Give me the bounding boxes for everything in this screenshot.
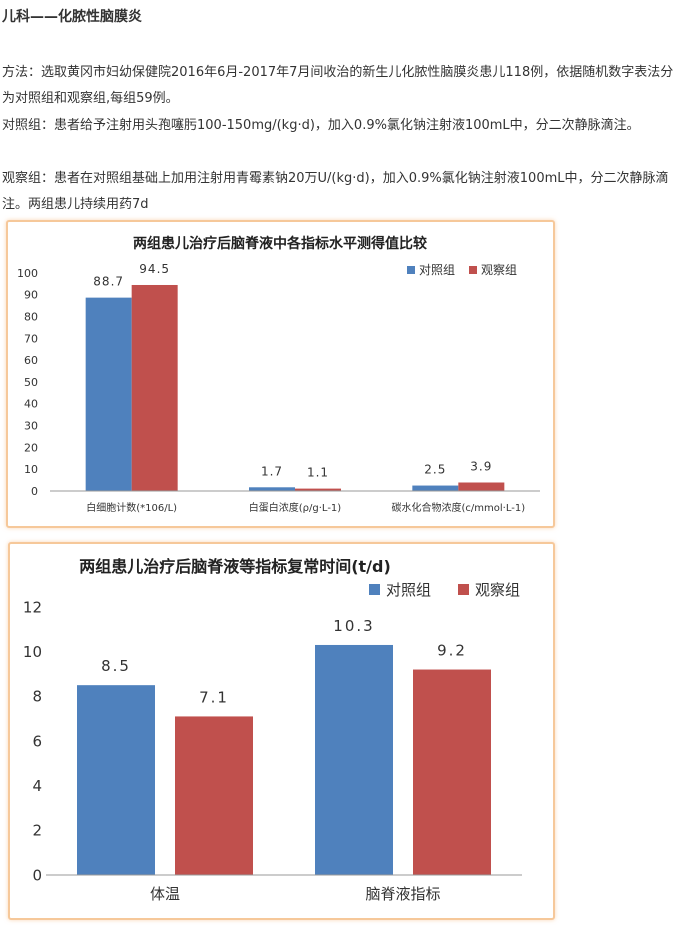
page-title: 儿科——化脓性脑膜炎 — [2, 9, 142, 25]
y-tick-label: 50 — [24, 376, 38, 389]
chart-title: 两组患儿治疗后脑脊液中各指标水平测得值比较 — [133, 235, 427, 252]
legend-swatch-control — [369, 584, 380, 595]
y-tick-label: 10 — [24, 463, 38, 476]
bar-value-label: 94.5 — [139, 262, 170, 276]
x-category-label: 白蛋白浓度(ρ/g·L-1) — [249, 501, 342, 514]
y-tick-label: 12 — [23, 598, 42, 616]
y-tick-label: 10 — [23, 643, 42, 661]
bar-control — [412, 485, 459, 491]
y-tick-label: 40 — [24, 398, 38, 411]
y-tick-label: 60 — [24, 354, 38, 367]
y-tick-label: 90 — [24, 289, 38, 302]
bar-value-label: 10.3 — [333, 617, 374, 635]
y-tick-label: 30 — [24, 419, 38, 432]
bar-value-label: 1.1 — [307, 466, 329, 480]
bar-value-label: 9.2 — [437, 642, 467, 660]
bar-control — [249, 487, 295, 491]
bar-observe — [413, 669, 491, 875]
bar-observe — [295, 488, 341, 491]
chart-1-frame: 两组患儿治疗后脑脊液中各指标水平测得值比较 对照组 观察组 0 10 20 30 40 5… — [6, 220, 555, 528]
y-tick-label: 2 — [32, 822, 42, 840]
y-tick-label: 4 — [32, 777, 42, 795]
y-tick-label: 0 — [32, 866, 42, 884]
legend-swatch-observe — [469, 266, 477, 274]
observation-group-paragraph: 观察组：患者在对照组基础上加用注射用青霉素钠20万U/(kg·d)，加入0.9%… — [2, 171, 669, 212]
chart-2-frame: 两组患儿治疗后脑脊液等指标复常时间(t/d) 对照组 观察组 0 2 4 6 8 10 12… — [8, 542, 555, 920]
legend-label-control: 对照组 — [386, 581, 431, 599]
bar-observe — [175, 716, 253, 875]
bar-value-label: 1.7 — [261, 464, 283, 478]
chart-2: 两组患儿治疗后脑脊液等指标复常时间(t/d) 对照组 观察组 0 2 4 6 8 10 12… — [23, 557, 522, 903]
control-group-paragraph: 对照组：患者给予注射用头孢噻肟100-150mg/(kg·d)，加入0.9%氯化… — [2, 118, 640, 133]
bar-value-label: 88.7 — [93, 275, 124, 289]
legend-swatch-control — [407, 266, 415, 274]
x-category-label: 体温 — [150, 885, 180, 903]
bar-value-label: 8.5 — [101, 657, 131, 675]
bar-observe — [131, 284, 178, 491]
legend-label-observe: 观察组 — [481, 263, 517, 277]
x-category-label: 脑脊液指标 — [365, 885, 440, 903]
y-tick-label: 70 — [24, 332, 38, 345]
y-tick-label: 6 — [32, 732, 42, 750]
y-tick-label: 80 — [24, 310, 38, 323]
y-tick-label: 100 — [17, 267, 38, 280]
chart-1: 两组患儿治疗后脑脊液中各指标水平测得值比较 对照组 观察组 0 10 20 30 40 5… — [17, 235, 540, 514]
bar-value-label: 3.9 — [470, 459, 492, 473]
y-tick-label: 0 — [31, 485, 38, 498]
y-tick-label: 20 — [24, 441, 38, 454]
bar-control — [85, 297, 132, 491]
bar-control — [77, 685, 155, 875]
legend-label-control: 对照组 — [419, 263, 455, 277]
bar-value-label: 7.1 — [199, 688, 229, 706]
bar-observe — [458, 482, 505, 491]
chart-legend: 对照组 观察组 — [369, 581, 520, 599]
x-category-label: 白细胞计数(*106/L) — [86, 501, 177, 514]
bar-value-label: 2.5 — [424, 463, 446, 477]
bar-control — [315, 644, 393, 875]
chart-title: 两组患儿治疗后脑脊液等指标复常时间(t/d) — [79, 557, 391, 576]
legend-label-observe: 观察组 — [475, 581, 520, 599]
method-paragraph: 方法：选取黄冈市妇幼保健院2016年6月-2017年7月间收治的新生儿化脓性脑膜… — [2, 65, 674, 106]
y-tick-label: 8 — [32, 688, 42, 706]
x-category-label: 碳水化合物浓度(c/mmol·L-1) — [392, 501, 526, 514]
legend-swatch-observe — [458, 584, 469, 595]
chart-legend: 对照组 观察组 — [407, 263, 517, 277]
